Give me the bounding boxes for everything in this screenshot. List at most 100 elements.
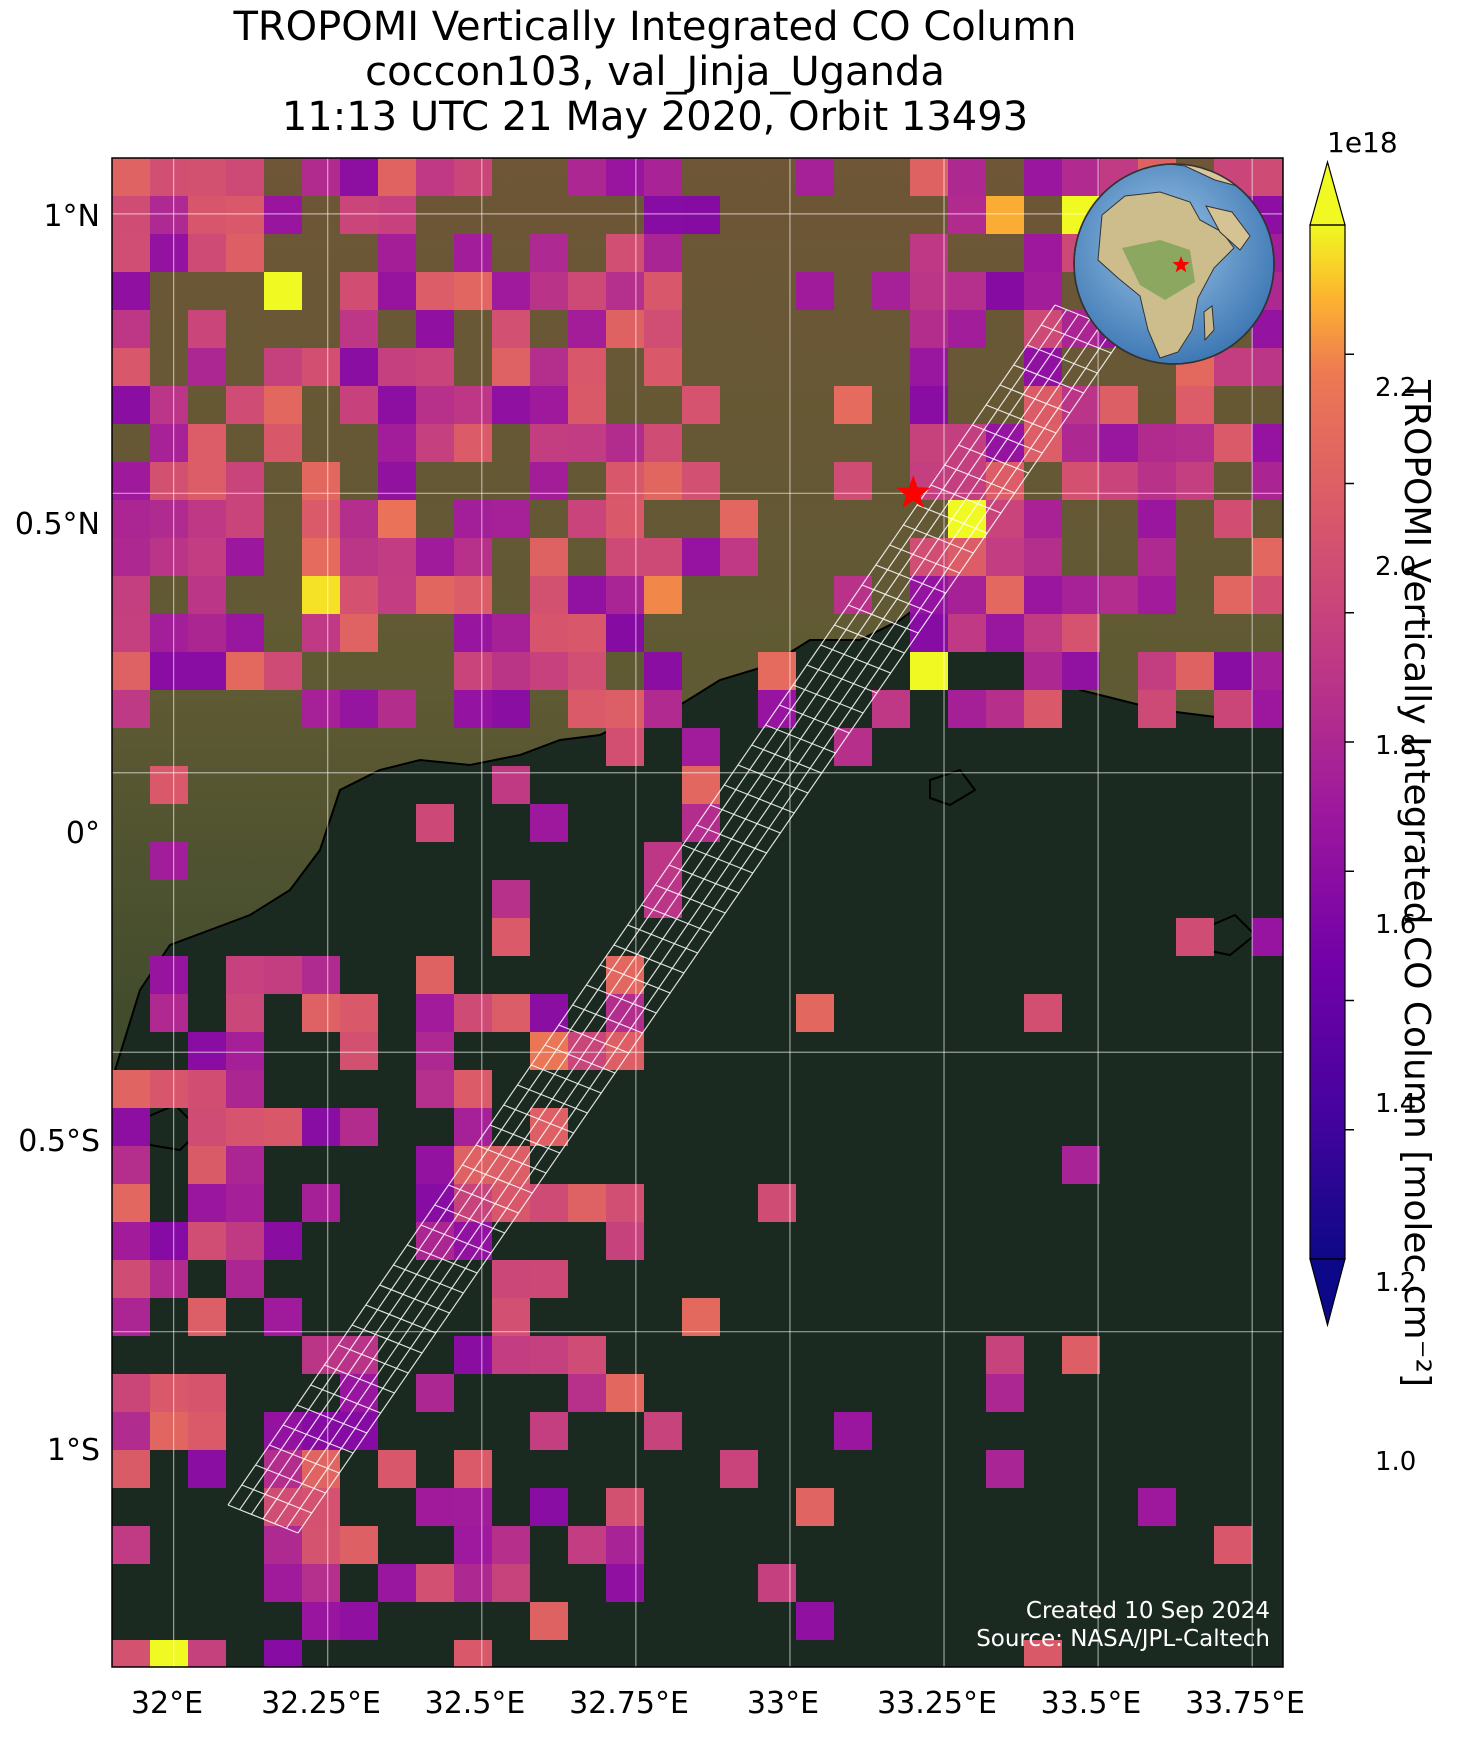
co-pixel [644,196,682,234]
co-pixel [454,500,492,538]
co-pixel [1062,576,1100,614]
tropomi-swath-footprint [227,304,1126,1534]
co-pixel [340,1602,378,1640]
co-pixel [948,310,986,348]
colorbar-extend-min [1309,1258,1346,1328]
co-pixel [1214,424,1252,462]
co-pixel [416,804,454,842]
co-pixel [910,386,948,424]
y-tick-1n: 1°N [43,199,100,234]
co-pixel [1024,500,1062,538]
co-pixel [302,690,340,728]
co-pixel [454,1108,492,1146]
co-pixel [644,690,682,728]
co-pixel [1252,158,1283,196]
co-pixel [150,424,188,462]
co-pixel [226,994,264,1032]
co-pixel [340,576,378,614]
co-pixel [644,310,682,348]
co-pixel [568,310,606,348]
globe-inset [1073,163,1275,365]
co-pixel [150,538,188,576]
co-pixel [948,690,986,728]
co-pixel [986,1374,1024,1412]
co-pixel [378,386,416,424]
co-pixel [302,956,340,994]
co-pixel [454,1488,492,1526]
co-pixel [416,424,454,462]
co-pixel [454,272,492,310]
swath-line [285,327,1114,1529]
co-pixel [606,614,644,652]
co-pixel [568,424,606,462]
co-pixel [568,576,606,614]
co-pixel [606,1564,644,1602]
co-pixel [378,424,416,462]
co-pixel [226,538,264,576]
co-pixel [226,614,264,652]
co-pixel [226,196,264,234]
co-pixel [1252,538,1283,576]
co-pixel [112,1184,150,1222]
co-pixel [302,576,340,614]
co-pixel [112,1146,150,1184]
colorbar [1309,159,1354,1328]
co-pixel [834,1412,872,1450]
co-pixel [910,234,948,272]
co-pixel [340,500,378,538]
swath-line [227,304,1056,1506]
co-pixel [416,1032,454,1070]
co-pixel [454,158,492,196]
co-pixel [986,272,1024,310]
co-pixel [112,1108,150,1146]
co-pixel [720,538,758,576]
co-pixel [1100,576,1138,614]
madagascar-landmass [1203,305,1215,342]
co-pixel [112,538,150,576]
co-pixel [226,956,264,994]
co-pixel [1214,652,1252,690]
co-pixel [416,158,454,196]
co-pixel [416,994,454,1032]
co-pixel [112,1412,150,1450]
co-pixel [606,1526,644,1564]
co-pixel [1138,1488,1176,1526]
co-pixel [188,1108,226,1146]
co-pixel [188,538,226,576]
co-pixel [378,234,416,272]
co-pixel [454,1070,492,1108]
co-pixel [1138,576,1176,614]
co-pixel [378,538,416,576]
co-pixel [454,614,492,652]
co-pixel [530,424,568,462]
co-pixel [416,1564,454,1602]
co-pixel [264,956,302,994]
co-pixel [1176,918,1214,956]
x-tick-33-75e: 33.75°E [1185,1686,1305,1721]
co-pixel [606,1222,644,1260]
co-pixel [492,272,530,310]
co-pixel [264,196,302,234]
co-pixel [606,1488,644,1526]
co-pixel [340,690,378,728]
co-pixel [682,766,720,804]
co-pixel [1176,386,1214,424]
co-pixel [1024,234,1062,272]
co-pixel [188,1222,226,1260]
co-pixel [948,424,986,462]
co-pixel [340,994,378,1032]
co-pixel [682,1298,720,1336]
co-pixel [302,500,340,538]
co-pixel [378,196,416,234]
co-pixel [492,386,530,424]
co-pixel [606,728,644,766]
co-pixel [150,196,188,234]
site-star-marker [896,475,931,508]
swath-line [297,332,1126,1534]
x-tick-33-5e: 33.5°E [1040,1686,1142,1721]
co-pixel [416,348,454,386]
co-pixel [910,348,948,386]
co-pixel [530,538,568,576]
co-pixel [416,956,454,994]
